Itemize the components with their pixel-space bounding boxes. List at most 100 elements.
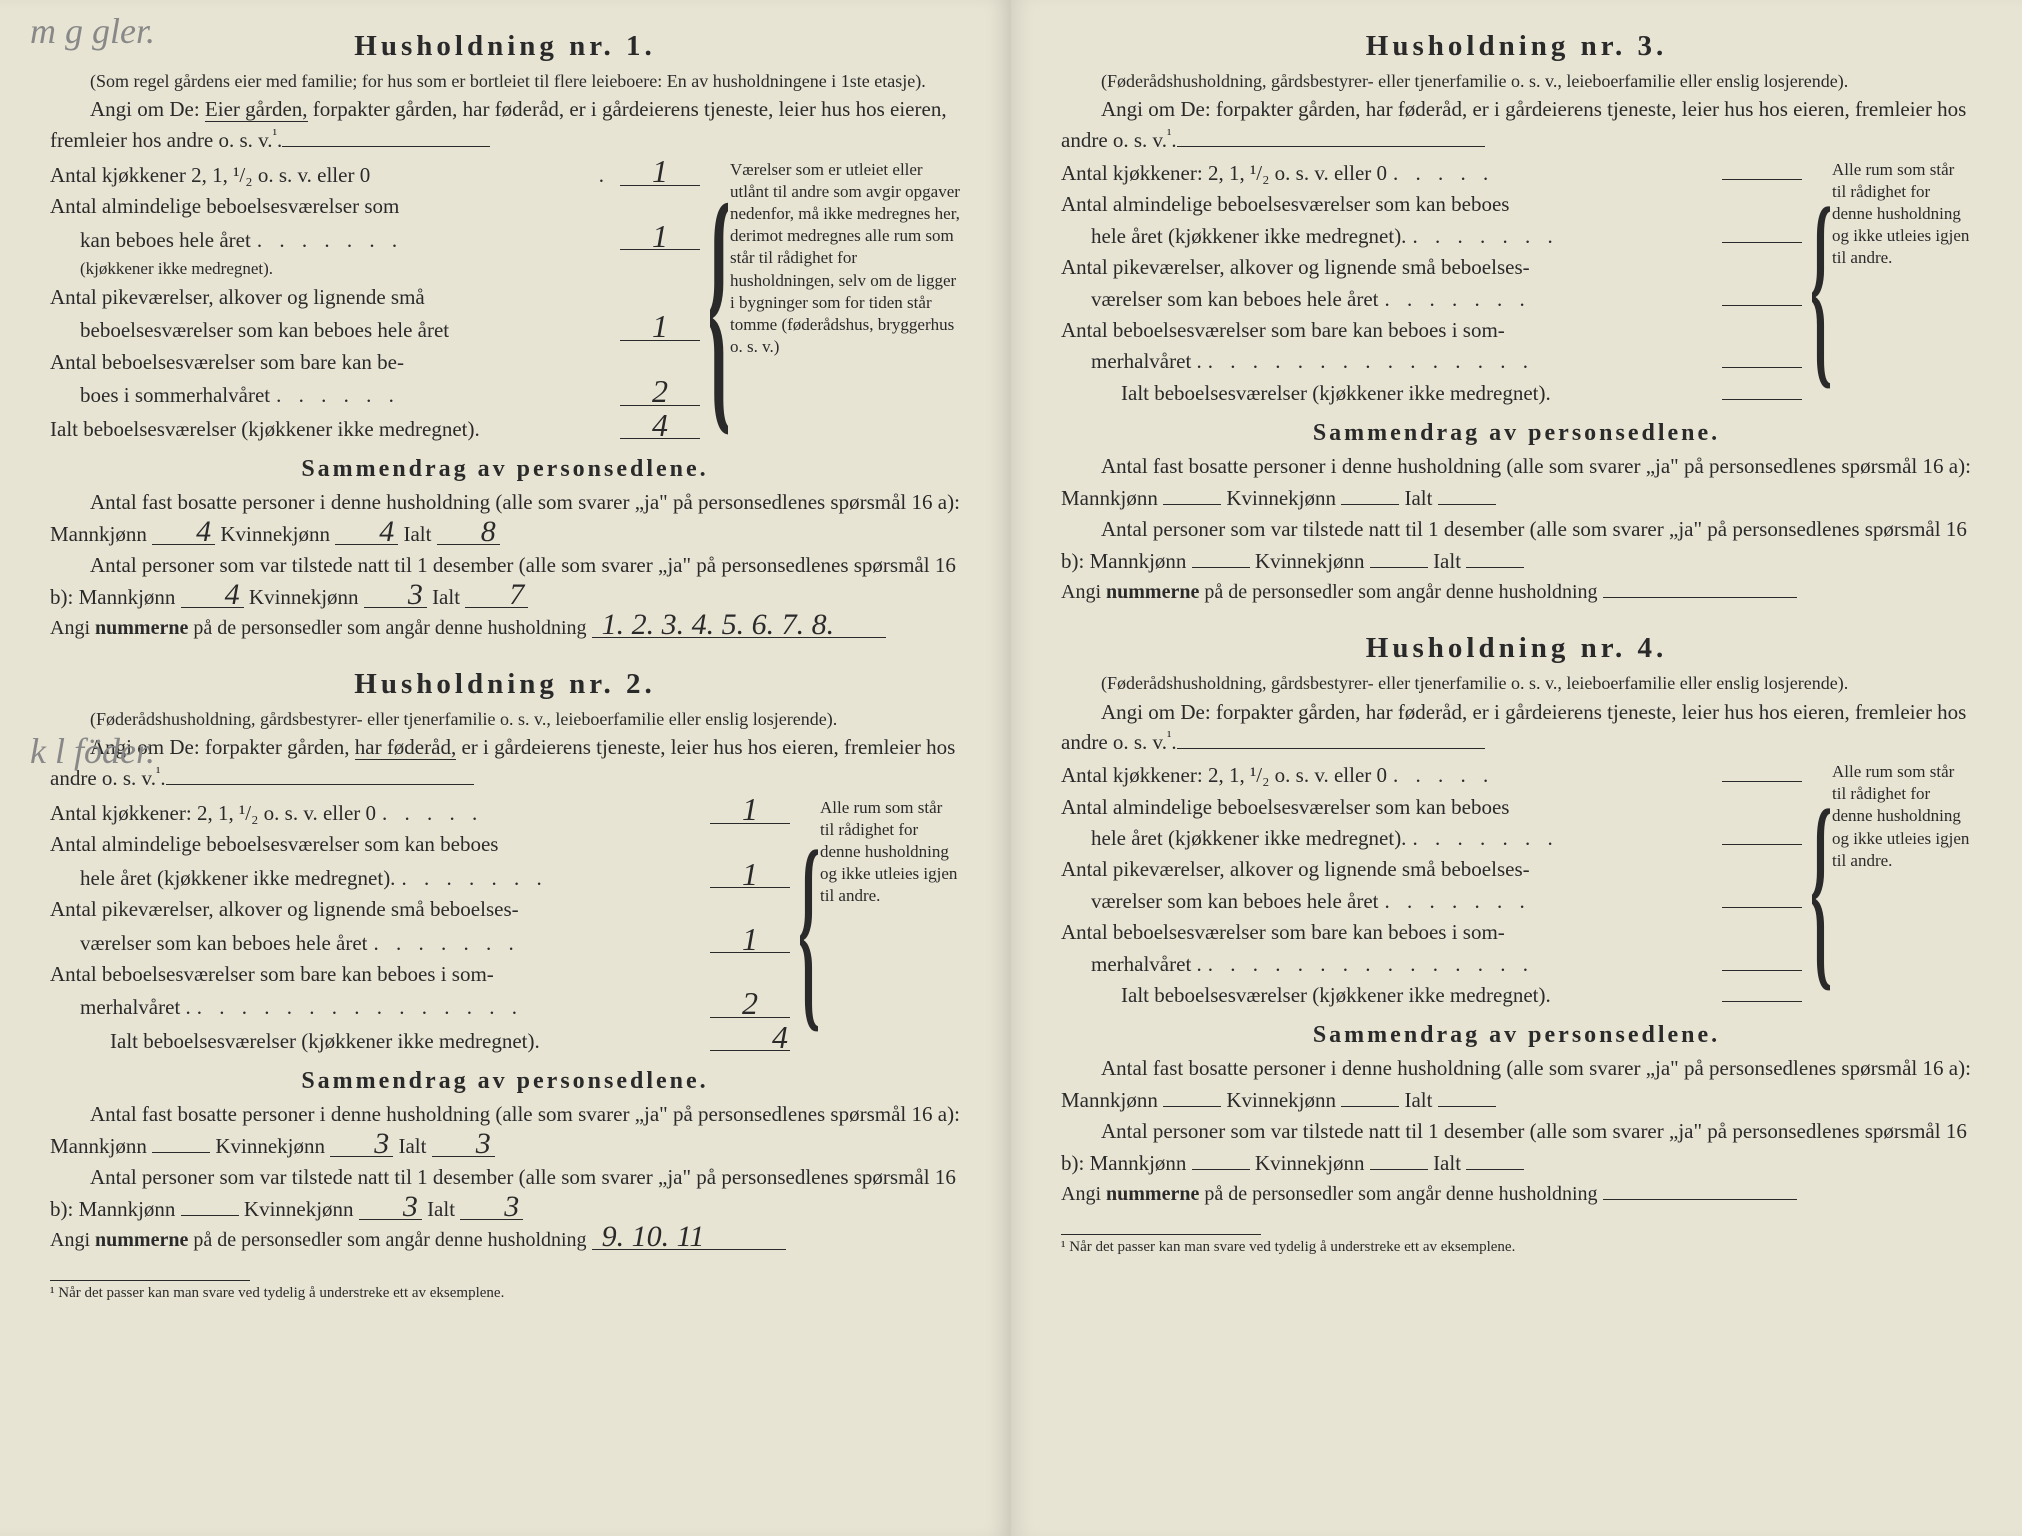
- rooms-section: Antal kjøkkener: 2, 1, ¹/₂ o. s. v. elle…: [50, 797, 960, 1058]
- sammendrag-title: Sammendrag av personsedlene.: [50, 456, 960, 483]
- s16b-k-label: Kvinnekjønn: [1255, 1151, 1365, 1175]
- rooms-left: Antal kjøkkener 2, 1, ¹/₂ o. s. v. eller…: [50, 159, 700, 446]
- dots: . . . . . . .: [401, 866, 547, 890]
- sommer-value: [1722, 367, 1802, 368]
- pike-label: Antal pikeværelser, alkover og lignende …: [50, 283, 700, 312]
- s16a-text: Antal fast bosatte personer i denne hush…: [1061, 1056, 1971, 1112]
- right-page: Husholdning nr. 3. (Føderådshusholdning,…: [1011, 0, 2022, 1536]
- s16a-text: Antal fast bosatte personer i denne hush…: [1061, 454, 1971, 510]
- s16b-i-label: Ialt: [1433, 549, 1461, 573]
- footnote-ref: ¹: [273, 127, 277, 143]
- s16b-k: [1370, 567, 1428, 568]
- ialt-value: [1722, 399, 1802, 400]
- household-title: Husholdning nr. 3.: [1061, 30, 1972, 63]
- side-note-text: Alle rum som står til rådighet for denne…: [1832, 160, 1969, 267]
- dots: . . . . . . . . . . . . . . .: [1208, 952, 1534, 976]
- angi-prefix: Angi: [50, 617, 95, 639]
- sommer-label: Antal beboelsesværelser som bare kan beb…: [1061, 918, 1802, 947]
- almindelige-cont: hele året (kjøkkener ikke medregnet).: [1091, 224, 1406, 248]
- s16a-k: 3: [330, 1132, 393, 1157]
- left-page: m g gler. Husholdning nr. 1. (Som regel …: [0, 0, 1011, 1536]
- s16a-k: [1341, 1106, 1399, 1107]
- dots: . . . . . . . . . . . . . . .: [197, 995, 523, 1019]
- almindelige-label: Antal almindelige beboelsesværelser som …: [1061, 190, 1802, 219]
- angi-prefix: Angi: [50, 1229, 95, 1251]
- s16b-line: Antal personer som var tilstede natt til…: [1061, 1116, 1972, 1179]
- almindelige-value: [1722, 242, 1802, 243]
- household-subtitle: (Føderådshusholdning, gårdsbestyrer- ell…: [50, 707, 960, 731]
- angi-pre: Angi om De:: [90, 97, 205, 121]
- brace-icon: [710, 159, 728, 446]
- pike-label: Antal pikeværelser, alkover og lignende …: [50, 895, 790, 924]
- angi-line: Angi om De: forpakter gården, har føderå…: [50, 733, 960, 793]
- almindelige-label: Antal almindelige beboelsesværelser som …: [1061, 793, 1802, 822]
- s16b-m: 4: [181, 583, 244, 608]
- rooms-section: Antal kjøkkener: 2, 1, ¹/₂ o. s. v. elle…: [1061, 761, 1972, 1012]
- nummer-line: Angi nummerne på de personsedler som ang…: [50, 1225, 960, 1255]
- household-title: Husholdning nr. 1.: [50, 30, 960, 63]
- almindelige-label: Antal almindelige beboelsesværelser som …: [50, 830, 790, 859]
- angi-underlined: Eier gården,: [205, 97, 308, 122]
- ialt-label: Ialt beboelsesværelser (kjøkkener ikke m…: [1061, 379, 1712, 408]
- angi-pre: Angi om De: forpakter gården, har føderå…: [1061, 97, 1966, 151]
- s16a-m: [1163, 504, 1221, 505]
- angi-fill: [1177, 748, 1485, 749]
- ialt-label: Ialt beboelsesværelser (kjøkkener ikke m…: [50, 1027, 700, 1056]
- s16b-m: [181, 1215, 239, 1216]
- dots: . . . . .: [1393, 161, 1494, 185]
- nummer-line: Angi nummerne på de personsedler som ang…: [50, 613, 960, 643]
- almindelige-cont: hele året (kjøkkener ikke medregnet).: [80, 866, 395, 890]
- ialt-value: [1722, 1001, 1802, 1002]
- footnote: ¹ Når det passer kan man svare ved tydel…: [1061, 1239, 1972, 1256]
- s16b-line: Antal personer som var tilstede natt til…: [50, 550, 960, 613]
- ialt-label: Ialt beboelsesværelser (kjøkkener ikke m…: [50, 415, 610, 444]
- s16a-i: [1438, 504, 1496, 505]
- nummer-label-rest: på de personsedler som angår denne husho…: [193, 1229, 586, 1251]
- kjokken-label: Antal kjøkkener: 2, 1, ¹/₂ o. s. v. elle…: [1061, 161, 1387, 185]
- s16a-m: [1163, 1106, 1221, 1107]
- s16a-line: Antal fast bosatte personer i denne hush…: [1061, 1053, 1972, 1116]
- s16a-m: [152, 1152, 210, 1153]
- ialt-value: 4: [620, 413, 700, 440]
- nummerne-bold: nummerne: [1106, 1183, 1199, 1205]
- footnote: ¹ Når det passer kan man svare ved tydel…: [50, 1285, 960, 1302]
- s16b-line: Antal personer som var tilstede natt til…: [50, 1162, 960, 1225]
- almindelige-value: 1: [620, 224, 700, 251]
- dots: . . . . .: [1393, 763, 1494, 787]
- nummer-value: 9. 10. 11: [592, 1225, 786, 1250]
- nummer-line: Angi nummerne på de personsedler som ang…: [1061, 1179, 1972, 1209]
- sommer-cont: merhalvåret .: [80, 995, 191, 1019]
- dots: . . . . . . .: [1384, 889, 1530, 913]
- s16a-k-label: Kvinnekjønn: [215, 1134, 325, 1158]
- sommer-value: 2: [620, 379, 700, 406]
- household-subtitle: (Som regel gårdens eier med familie; for…: [50, 69, 960, 93]
- household-title: Husholdning nr. 2.: [50, 668, 960, 701]
- side-note-text: Alle rum som står til rådighet for denne…: [820, 798, 957, 905]
- rooms-section: Antal kjøkkener 2, 1, ¹/₂ o. s. v. eller…: [50, 159, 960, 446]
- household-subtitle: (Føderådshusholdning, gårdsbestyrer- ell…: [1061, 69, 1972, 93]
- nummerne-bold: nummerne: [95, 1229, 188, 1251]
- pike-value: [1722, 907, 1802, 908]
- pike-cont: værelser som kan beboes hele året: [1091, 287, 1378, 311]
- s16b-line: Antal personer som var tilstede natt til…: [1061, 514, 1972, 577]
- side-note: Alle rum som står til rådighet for denne…: [1812, 761, 1972, 1012]
- sommer-value: [1722, 970, 1802, 971]
- s16b-text: Antal personer som var tilstede natt til…: [1061, 517, 1967, 573]
- footnote-ref: ¹: [156, 765, 160, 781]
- footnote-divider: [50, 1280, 250, 1281]
- s16a-i: [1438, 1106, 1496, 1107]
- footnote-ref: ¹: [1167, 127, 1171, 143]
- angi-line: Angi om De: forpakter gården, har føderå…: [1061, 95, 1972, 155]
- rooms-left: Antal kjøkkener: 2, 1, ¹/₂ o. s. v. elle…: [1061, 159, 1802, 410]
- kjokken-value: 1: [620, 159, 700, 186]
- angi-prefix: Angi: [1061, 581, 1106, 603]
- dots: . . . . .: [382, 801, 483, 825]
- sommer-cont: merhalvåret .: [1091, 952, 1202, 976]
- kjokken-value: 1: [710, 797, 790, 824]
- footnote-ref: ¹: [1167, 729, 1171, 745]
- s16b-m: [1192, 1169, 1250, 1170]
- pencil-note-2: k l föder.: [30, 730, 155, 772]
- almindelige-value: [1722, 844, 1802, 845]
- dots: . . . . . . .: [1412, 224, 1558, 248]
- s16b-k: [1370, 1169, 1428, 1170]
